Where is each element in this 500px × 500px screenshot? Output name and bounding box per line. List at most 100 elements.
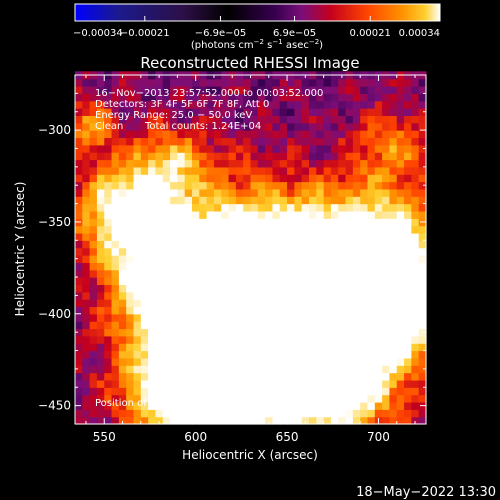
heatmap-cell [389, 365, 398, 374]
heatmap-cell [221, 188, 230, 197]
heatmap-cell [118, 299, 127, 308]
heatmap-cell [228, 284, 237, 293]
heatmap-cell [418, 299, 427, 308]
heatmap-cell [243, 387, 252, 396]
heatmap-cell [82, 291, 91, 300]
heatmap-cell [155, 299, 164, 308]
heatmap-cell [374, 269, 383, 278]
heatmap-cell [279, 159, 288, 168]
heatmap-cell [221, 394, 230, 403]
heatmap-cell [418, 174, 427, 183]
heatmap-cell [389, 379, 398, 388]
heatmap-cell [75, 372, 83, 381]
heatmap-cell [104, 401, 113, 410]
heatmap-cell [360, 100, 369, 109]
heatmap-cell [345, 284, 354, 293]
heatmap-cell [404, 313, 412, 322]
heatmap-cell [126, 166, 135, 175]
heatmap-cell [199, 86, 208, 94]
heatmap-cell [89, 225, 98, 234]
heatmap-cell [265, 93, 274, 102]
heatmap-cell [96, 350, 105, 359]
heatmap-cell [411, 299, 420, 308]
heatmap-cell [235, 321, 244, 330]
heatmap-cell [279, 372, 288, 381]
heatmap-cell [199, 299, 208, 308]
heatmap-cell [170, 232, 178, 241]
heatmap-cell [140, 78, 149, 87]
heatmap-cell [352, 365, 361, 374]
heatmap-cell [140, 394, 149, 403]
heatmap-cell [316, 299, 325, 308]
heatmap-cell [309, 365, 317, 374]
heatmap-cell [294, 247, 303, 256]
heatmap-cell [104, 394, 113, 403]
heatmap-cell [235, 262, 244, 271]
heatmap-cell [243, 130, 252, 139]
heatmap-cell [126, 284, 135, 293]
heatmap-cell [250, 174, 259, 183]
heatmap-cell [323, 218, 332, 227]
heatmap-cell [360, 210, 369, 219]
heatmap-cell [382, 372, 391, 381]
heatmap-cell [250, 203, 259, 212]
heatmap-cell [104, 225, 113, 234]
heatmap-cell [404, 269, 412, 278]
heatmap-cell [411, 416, 420, 425]
heatmap-cell [287, 218, 295, 227]
heatmap-cell [184, 277, 193, 285]
heatmap-cell [199, 343, 208, 352]
heatmap-cell [352, 100, 361, 109]
heatmap-cell [301, 78, 310, 87]
heatmap-cell [104, 159, 113, 168]
heatmap-cell [228, 108, 237, 117]
heatmap-cell [338, 218, 347, 227]
heatmap-cell [155, 401, 164, 410]
heatmap-cell [301, 247, 310, 256]
heatmap-cell [301, 240, 310, 249]
heatmap-cell [104, 335, 113, 344]
heatmap-cell [345, 174, 354, 183]
heatmap-cell [177, 174, 186, 183]
heatmap-cell [89, 137, 98, 146]
heatmap-cell [323, 416, 332, 425]
heatmap-cell [389, 108, 398, 117]
heatmap-cell [192, 394, 200, 403]
heatmap-cell [389, 225, 398, 234]
heatmap-cell [192, 218, 200, 227]
heatmap-cell [126, 196, 135, 205]
heatmap-cell [213, 218, 222, 227]
heatmap-cell [243, 299, 252, 308]
heatmap-cell [243, 277, 252, 285]
heatmap-cell [89, 321, 98, 330]
heatmap-cell [257, 365, 266, 374]
heatmap-cell [75, 321, 83, 330]
heatmap-cell [309, 232, 317, 241]
heatmap-cell [330, 115, 339, 124]
heatmap-cell [360, 328, 369, 337]
heatmap-cell [133, 240, 142, 249]
heatmap-cell [235, 255, 244, 263]
heatmap-cell [301, 291, 310, 300]
heatmap-cell [111, 240, 120, 249]
heatmap-cell [411, 174, 420, 183]
heatmap-cell [382, 218, 391, 227]
heatmap-cell [133, 321, 142, 330]
heatmap-cell [177, 137, 186, 146]
heatmap-cell [418, 78, 427, 87]
heatmap-cell [243, 306, 252, 315]
heatmap-cell [213, 379, 222, 388]
heatmap-cell [118, 78, 127, 87]
heatmap-cell [309, 409, 317, 418]
heatmap-cell [213, 394, 222, 403]
heatmap-cell [111, 115, 120, 124]
heatmap-cell [192, 232, 200, 241]
heatmap-cell [155, 313, 164, 322]
heatmap-cell [396, 409, 405, 418]
heatmap-cell [411, 365, 420, 374]
heatmap-cell [82, 379, 91, 388]
heatmap-cell [75, 387, 83, 396]
heatmap-cell [287, 152, 295, 161]
heatmap-cell [279, 93, 288, 102]
